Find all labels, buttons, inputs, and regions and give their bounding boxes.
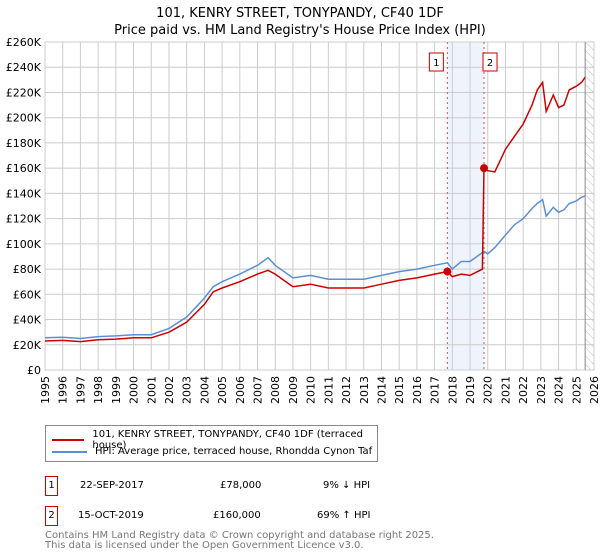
- sale-marker-badge: 1: [45, 476, 58, 496]
- y-tick-label: £140K: [6, 187, 42, 200]
- footer-licence: This data is licensed under the Open Gov…: [45, 540, 364, 551]
- x-tick-label: 2000: [128, 376, 141, 404]
- sale-marker-badge: 2: [45, 506, 58, 526]
- legend-label-property: 101, KENRY STREET, TONYPANDY, CF40 1DF (…: [92, 429, 363, 451]
- legend-label-hpi: HPI: Average price, terraced house, Rhon…: [95, 446, 373, 457]
- x-tick-label: 2020: [482, 376, 495, 404]
- x-tick-label: 2008: [269, 376, 282, 404]
- sale-1-flag-label: 1: [433, 58, 439, 69]
- x-tick-label: 1996: [57, 376, 70, 404]
- x-tick-label: 2022: [517, 376, 530, 404]
- x-tick-label: 2014: [375, 376, 388, 404]
- x-tick-label: 1997: [74, 376, 87, 404]
- legend-swatch-property: [52, 439, 85, 441]
- sale-2-point: [480, 164, 489, 173]
- x-tick-label: 2021: [499, 376, 512, 404]
- y-tick-label: £160K: [6, 162, 42, 175]
- future-hatch: [585, 42, 594, 370]
- x-tick-label: 2017: [429, 376, 442, 404]
- hpi-line: [44, 195, 586, 340]
- x-tick-label: 1998: [92, 376, 105, 404]
- sale-row-2: 2 15-OCT-2019 £160,000 69% ↑ HPI: [45, 506, 445, 526]
- y-tick-label: £40K: [13, 314, 42, 327]
- plot-area: [44, 41, 595, 371]
- y-tick-label: £0: [27, 364, 41, 377]
- y-tick-label: £80K: [13, 263, 42, 276]
- y-tick-label: £260K: [6, 36, 42, 49]
- legend: 101, KENRY STREET, TONYPANDY, CF40 1DF (…: [45, 425, 378, 462]
- sale-hpi-diff: 69% ↑ HPI: [317, 510, 371, 521]
- x-tick-label: 2006: [234, 376, 247, 404]
- x-tick-label: 2023: [535, 376, 548, 404]
- x-tick-label: 2009: [287, 376, 300, 404]
- y-tick-label: £180K: [6, 137, 42, 150]
- x-tick-label: 2025: [570, 376, 583, 404]
- x-tick-label: 2011: [322, 376, 335, 404]
- y-tick-label: £240K: [6, 61, 42, 74]
- y-tick-label: £100K: [6, 238, 42, 251]
- x-tick-label: 2012: [340, 376, 353, 404]
- footer: Contains HM Land Registry data © Crown c…: [45, 531, 434, 551]
- sale-date: 22-SEP-2017: [80, 480, 144, 491]
- x-tick-label: 2016: [411, 376, 424, 404]
- sale-price: £160,000: [213, 510, 261, 521]
- y-tick-label: £120K: [6, 213, 42, 226]
- sale-price: £78,000: [220, 480, 262, 491]
- sale-row-1: 1 22-SEP-2017 £78,000 9% ↓ HPI: [45, 476, 445, 496]
- x-tick-label: 2004: [198, 376, 211, 404]
- x-tick-label: 2019: [464, 376, 477, 404]
- y-tick-label: £60K: [13, 288, 42, 301]
- legend-swatch-hpi: [52, 450, 87, 453]
- y-tick-label: £220K: [6, 86, 42, 99]
- sale-1-flag: [428, 52, 444, 72]
- chart-subtitle: Price paid vs. HM Land Registry's House …: [114, 23, 486, 38]
- sale-2-flag-label: 2: [487, 58, 493, 69]
- x-tick-label: 2013: [358, 376, 371, 404]
- x-tick-label: 2026: [588, 376, 600, 404]
- x-tick-label: 2003: [181, 376, 194, 404]
- sale-1-point: [443, 267, 452, 276]
- x-tick-label: 2015: [393, 376, 406, 404]
- x-tick-label: 2018: [446, 376, 459, 404]
- x-tick-label: 2005: [216, 376, 229, 404]
- x-tick-label: 2001: [145, 376, 158, 404]
- chart-title: 101, KENRY STREET, TONYPANDY, CF40 1DF: [156, 6, 444, 21]
- x-tick-label: 1995: [39, 376, 52, 404]
- sale-period-band: [447, 42, 485, 370]
- x-tick-label: 2024: [553, 376, 566, 404]
- x-tick-label: 2007: [252, 376, 265, 404]
- footer-copyright: Contains HM Land Registry data © Crown c…: [45, 530, 434, 541]
- y-tick-label: £200K: [6, 112, 42, 125]
- sale-hpi-diff: 9% ↓ HPI: [323, 480, 371, 491]
- price-chart: 1995 1996 1997 1998 1999 2000 2001 2002 2003 2004…: [6, 36, 600, 404]
- x-tick-label: 2010: [305, 376, 318, 404]
- property-price-line: [44, 76, 586, 343]
- sale-2-flag: [482, 52, 498, 72]
- x-tick-label: 2002: [163, 376, 176, 404]
- sale-date: 15-OCT-2019: [78, 510, 144, 521]
- y-tick-label: £20K: [13, 339, 42, 352]
- x-tick-label: 1999: [110, 376, 123, 404]
